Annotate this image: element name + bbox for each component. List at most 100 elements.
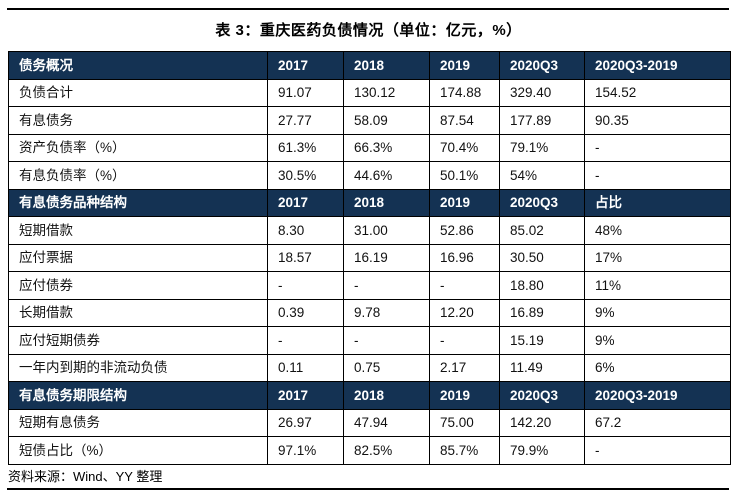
section-title: 有息债务期限结构 xyxy=(8,381,268,410)
column-header: 2018 xyxy=(343,381,430,410)
cell-value: 50.1% xyxy=(429,161,500,190)
cell-value: 154.52 xyxy=(584,78,731,107)
cell-value: 9% xyxy=(584,298,731,327)
table-row: 短期借款 8.30 31.00 52.86 85.02 48% xyxy=(8,216,731,245)
cell-value: - xyxy=(343,271,430,300)
cell-value: 142.20 xyxy=(499,408,585,437)
table-row: 一年内到期的非流动负债 0.11 0.75 2.17 11.49 6% xyxy=(8,353,731,382)
section-header-row: 有息债务期限结构 2017 2018 2019 2020Q3 2020Q3-2019 xyxy=(8,381,731,410)
cell-value: 16.19 xyxy=(343,243,430,272)
column-header: 2017 xyxy=(267,381,344,410)
table-row: 短债占比（%） 97.1% 82.5% 85.7% 79.9% - xyxy=(8,436,731,465)
cell-value: 16.96 xyxy=(429,243,500,272)
cell-value: 44.6% xyxy=(343,161,430,190)
cell-value: 11.49 xyxy=(499,353,585,382)
cell-value: 85.7% xyxy=(429,436,500,465)
cell-value: - xyxy=(429,271,500,300)
cell-value: 130.12 xyxy=(343,78,430,107)
column-header: 2019 xyxy=(429,188,500,217)
row-label: 一年内到期的非流动负债 xyxy=(8,353,268,382)
row-label: 资产负债率（%） xyxy=(8,133,268,162)
column-header: 2018 xyxy=(343,51,430,80)
debt-table-body: 债务概况 2017 2018 2019 2020Q3 2020Q3-2019 负债合计 91.… xyxy=(8,51,731,465)
row-label: 应付票据 xyxy=(8,243,268,272)
cell-value: 79.9% xyxy=(499,436,585,465)
table-row: 长期借款 0.39 9.78 12.20 16.89 9% xyxy=(8,298,731,327)
column-header: 2018 xyxy=(343,188,430,217)
cell-value: 97.1% xyxy=(267,436,344,465)
table-row: 资产负债率（%） 61.3% 66.3% 70.4% 79.1% - xyxy=(8,133,731,162)
cell-value: 12.20 xyxy=(429,298,500,327)
cell-value: 18.80 xyxy=(499,271,585,300)
section-header-row: 债务概况 2017 2018 2019 2020Q3 2020Q3-2019 xyxy=(8,51,731,80)
cell-value: 174.88 xyxy=(429,78,500,107)
cell-value: 8.30 xyxy=(267,216,344,245)
cell-value: 177.89 xyxy=(499,106,585,135)
row-label: 长期借款 xyxy=(8,298,268,327)
table-row: 有息负债率（%） 30.5% 44.6% 50.1% 54% - xyxy=(8,161,731,190)
row-label: 有息负债率（%） xyxy=(8,161,268,190)
column-header: 2019 xyxy=(429,51,500,80)
column-header: 2017 xyxy=(267,188,344,217)
cell-value: 48% xyxy=(584,216,731,245)
row-label: 短债占比（%） xyxy=(8,436,268,465)
cell-value: 16.89 xyxy=(499,298,585,327)
cell-value: 329.40 xyxy=(499,78,585,107)
row-label: 负债合计 xyxy=(8,78,268,107)
cell-value: - xyxy=(584,161,731,190)
cell-value: 9% xyxy=(584,326,731,355)
cell-value: 58.09 xyxy=(343,106,430,135)
column-header: 2020Q3 xyxy=(499,381,585,410)
cell-value: - xyxy=(267,326,344,355)
column-header: 2019 xyxy=(429,381,500,410)
section-title: 债务概况 xyxy=(8,51,268,80)
cell-value: - xyxy=(343,326,430,355)
cell-value: - xyxy=(584,436,731,465)
cell-value: 52.86 xyxy=(429,216,500,245)
section-title: 有息债务品种结构 xyxy=(8,188,268,217)
row-label: 短期借款 xyxy=(8,216,268,245)
cell-value: 11% xyxy=(584,271,731,300)
column-header: 2017 xyxy=(267,51,344,80)
cell-value: 90.35 xyxy=(584,106,731,135)
cell-value: - xyxy=(584,133,731,162)
debt-table: 债务概况 2017 2018 2019 2020Q3 2020Q3-2019 负债合计 91.… xyxy=(8,51,731,465)
column-header: 2020Q3 xyxy=(499,188,585,217)
cell-value: 15.19 xyxy=(499,326,585,355)
source-note: 资料来源：Wind、YY 整理 xyxy=(8,469,163,484)
cell-value: 47.94 xyxy=(343,408,430,437)
cell-value: 6% xyxy=(584,353,731,382)
cell-value: 31.00 xyxy=(343,216,430,245)
cell-value: 54% xyxy=(499,161,585,190)
column-header: 2020Q3-2019 xyxy=(584,51,731,80)
cell-value: 67.2 xyxy=(584,408,731,437)
table-row: 负债合计 91.07 130.12 174.88 329.40 154.52 xyxy=(8,78,731,107)
cell-value: 18.57 xyxy=(267,243,344,272)
cell-value: 66.3% xyxy=(343,133,430,162)
bottom-rule xyxy=(7,488,729,490)
table-row: 应付短期债券 - - -15.19 9% xyxy=(8,326,731,355)
cell-value: 30.5% xyxy=(267,161,344,190)
column-header: 2020Q3-2019 xyxy=(584,381,731,410)
table-row: 短期有息债务 26.97 47.94 75.00 142.20 67.2 xyxy=(8,408,731,437)
table-title: 表 3：重庆医药负债情况（单位：亿元，%） xyxy=(215,22,522,39)
row-label: 应付债券 xyxy=(8,271,268,300)
cell-value: 79.1% xyxy=(499,133,585,162)
cell-value: 87.54 xyxy=(429,106,500,135)
cell-value: 85.02 xyxy=(499,216,585,245)
row-label: 有息债务 xyxy=(8,106,268,135)
section-header-row: 有息债务品种结构 2017 2018 2019 2020Q3 占比 xyxy=(8,188,731,217)
cell-value: 75.00 xyxy=(429,408,500,437)
cell-value: 0.11 xyxy=(267,353,344,382)
top-rule xyxy=(7,8,729,10)
cell-value: 2.17 xyxy=(429,353,500,382)
cell-value: 61.3% xyxy=(267,133,344,162)
cell-value: 0.39 xyxy=(267,298,344,327)
row-label: 短期有息债务 xyxy=(8,408,268,437)
cell-value: 70.4% xyxy=(429,133,500,162)
column-header: 2020Q3 xyxy=(499,51,585,80)
cell-value: 9.78 xyxy=(343,298,430,327)
cell-value: 30.50 xyxy=(499,243,585,272)
cell-value: 0.75 xyxy=(343,353,430,382)
cell-value: - xyxy=(429,326,500,355)
